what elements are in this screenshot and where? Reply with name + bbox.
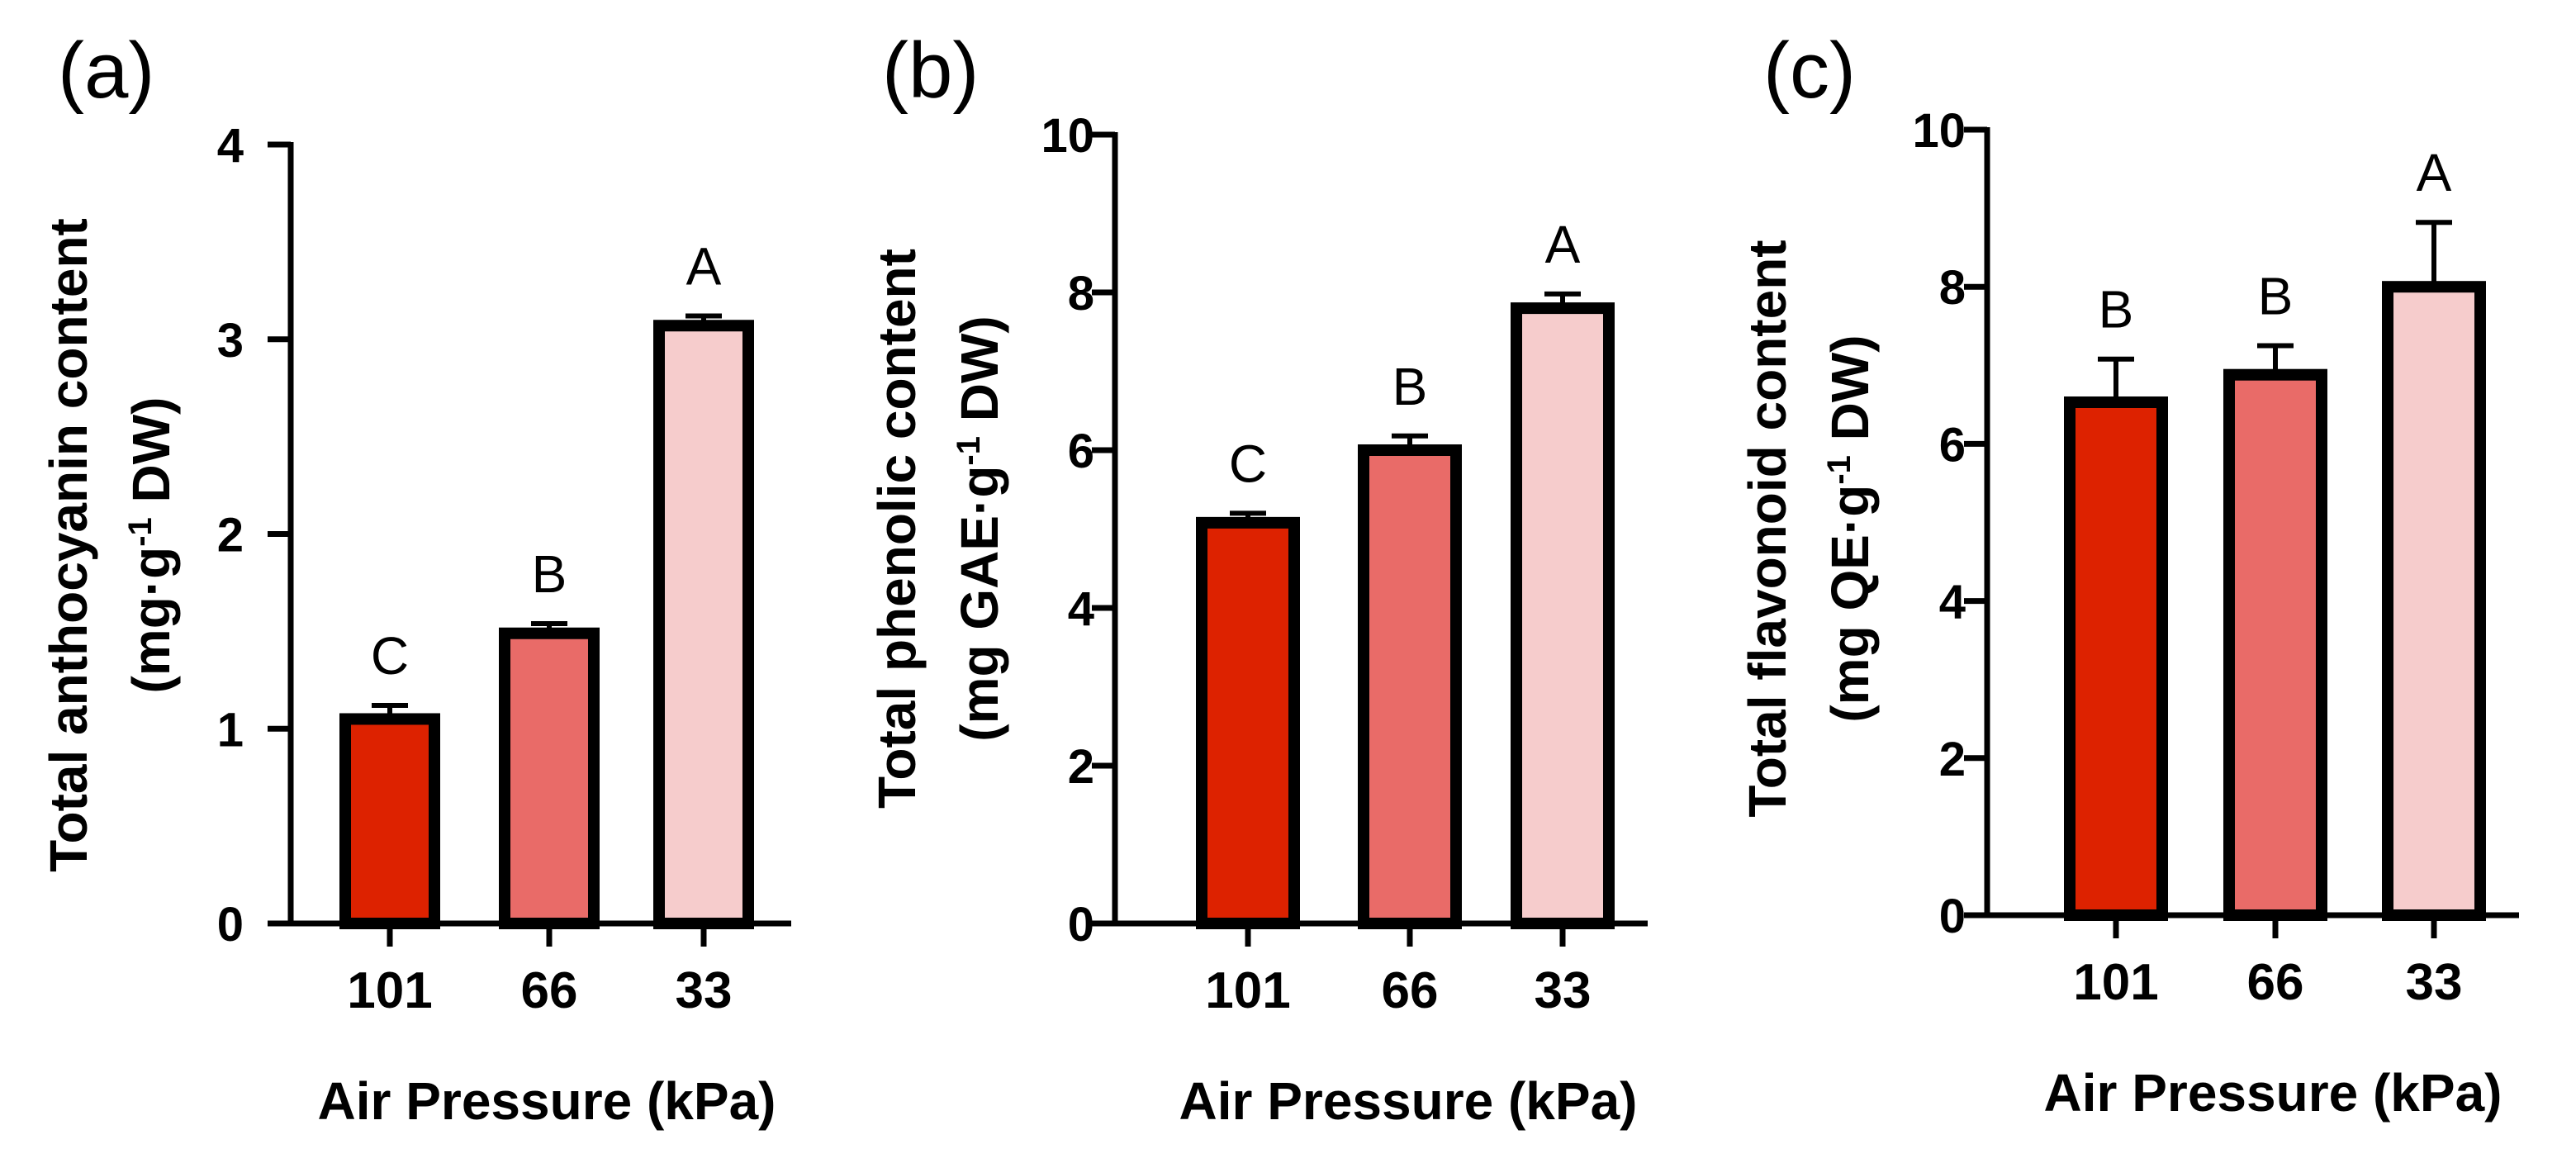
panel-c-y-tick-label: 4 bbox=[1939, 576, 1966, 629]
panel-c-plot: 0 2 4 6 8 10 101 B 66 B 33 A bbox=[1912, 104, 2519, 1011]
panel-a-y-axis-unit-suffix: DW) bbox=[121, 396, 181, 517]
panel-b-label: (b) bbox=[882, 26, 979, 115]
panel-c-bar-101 bbox=[2064, 396, 2168, 921]
panel-b-significance-letter: A bbox=[1545, 215, 1581, 274]
panel-a-y-tick-label: 0 bbox=[217, 898, 244, 952]
panel-a-plot: 0 1 2 3 4 101 C 66 B 33 A bbox=[217, 119, 791, 1019]
panel-c-x-tick-label: 33 bbox=[2406, 954, 2463, 1011]
panel-b-bar-33 bbox=[1511, 302, 1615, 930]
panel-c-significance-letter: A bbox=[2417, 143, 2452, 202]
panel-a-y-axis-title-line1: Total anthocyanin content bbox=[39, 218, 98, 872]
panel-c-x-tick-label: 66 bbox=[2247, 954, 2304, 1011]
panel-b-plot: 0 2 4 6 8 10 101 C 66 B 33 A bbox=[1041, 109, 1648, 1019]
panel-a-y-tick-label: 3 bbox=[217, 314, 244, 368]
panel-a-y-axis-unit: (mg·g bbox=[121, 547, 181, 694]
panel-c-bar-66 bbox=[2223, 368, 2327, 922]
panel-a: (a) Total anthocyanin content (mg·g-1 DW… bbox=[39, 26, 791, 1131]
panel-b-y-tick-label: 0 bbox=[1068, 898, 1094, 952]
panel-b-significance-letter: C bbox=[1229, 434, 1267, 493]
panel-a-y-tick-label: 4 bbox=[217, 119, 244, 173]
panel-c-x-axis-title: Air Pressure (kPa) bbox=[2044, 1063, 2502, 1123]
panel-c-y-tick-label: 0 bbox=[1939, 890, 1966, 943]
panel-c-y-tick-label: 2 bbox=[1939, 733, 1966, 786]
panel-a-y-tick-label: 1 bbox=[217, 703, 244, 757]
panel-c-significance-letter: B bbox=[2099, 280, 2134, 339]
panel-c-y-axis-unit-suffix: DW) bbox=[1820, 335, 1880, 455]
panel-b-x-tick-label: 66 bbox=[1382, 962, 1439, 1019]
panel-b: (b) Total phenolic content (mg GAE·g-1 D… bbox=[867, 26, 1648, 1131]
panel-b-x-tick-label: 33 bbox=[1535, 962, 1592, 1019]
panel-b-y-tick-label: 6 bbox=[1068, 425, 1094, 478]
panel-b-y-axis-unit-exponent: -1 bbox=[951, 436, 987, 466]
panel-b-y-axis-title-line1: Total phenolic content bbox=[867, 249, 927, 809]
panel-a-y-axis-title-line2: (mg·g-1 DW) bbox=[121, 396, 181, 693]
panel-b-y-tick-label: 10 bbox=[1041, 109, 1094, 163]
panel-b-significance-letter: B bbox=[1392, 357, 1428, 416]
panel-c-significance-letter: B bbox=[2258, 267, 2294, 326]
panel-c-y-tick-label: 10 bbox=[1912, 104, 1966, 158]
panel-a-significance-letter: B bbox=[532, 544, 567, 604]
panel-c-y-axis-unit: (mg QE·g bbox=[1820, 485, 1880, 723]
panel-a-x-tick-label: 66 bbox=[521, 962, 578, 1019]
panel-c-x-tick-label: 101 bbox=[2073, 954, 2158, 1011]
panel-a-significance-letter: C bbox=[371, 626, 409, 686]
panel-b-x-tick-label: 101 bbox=[1205, 962, 1290, 1019]
panel-a-bar-66 bbox=[499, 627, 600, 929]
panel-a-x-axis-title: Air Pressure (kPa) bbox=[318, 1071, 776, 1131]
panel-a-y-tick-label: 2 bbox=[217, 509, 244, 563]
panel-a-significance-letter: A bbox=[686, 236, 722, 296]
panel-a-bar-33 bbox=[653, 320, 754, 929]
panel-b-bar-66 bbox=[1358, 444, 1462, 929]
panel-c-y-axis-unit-exponent: -1 bbox=[1821, 455, 1857, 485]
panel-a-y-axis-unit-exponent: -1 bbox=[122, 517, 159, 547]
panel-b-x-axis-title: Air Pressure (kPa) bbox=[1179, 1071, 1638, 1131]
panel-b-y-tick-label: 8 bbox=[1068, 267, 1094, 320]
panel-a-x-tick-label: 33 bbox=[676, 962, 733, 1019]
panel-c: (c) Total flavonoid content (mg QE·g-1 D… bbox=[1738, 26, 2519, 1123]
panel-c-y-axis-title-line2: (mg QE·g-1 DW) bbox=[1820, 335, 1880, 722]
panel-b-y-axis-unit: (mg GAE·g bbox=[950, 466, 1009, 742]
panel-b-bar-101 bbox=[1196, 516, 1300, 929]
panel-c-label: (c) bbox=[1763, 26, 1856, 115]
panel-a-x-tick-label: 101 bbox=[347, 962, 432, 1019]
panel-a-bar-101 bbox=[339, 713, 440, 930]
panel-c-y-tick-label: 6 bbox=[1939, 418, 1966, 472]
panel-a-label: (a) bbox=[58, 26, 154, 115]
panel-b-y-axis-title-line2: (mg GAE·g-1 DW) bbox=[950, 316, 1009, 741]
panel-c-bar-33 bbox=[2382, 281, 2486, 921]
panel-c-y-axis-title-line1: Total flavonoid content bbox=[1738, 240, 1797, 817]
panel-c-y-tick-label: 8 bbox=[1939, 261, 1966, 315]
panel-b-y-axis-unit-suffix: DW) bbox=[950, 316, 1009, 436]
panel-b-y-tick-label: 4 bbox=[1068, 582, 1094, 636]
panel-b-y-tick-label: 2 bbox=[1068, 740, 1094, 794]
